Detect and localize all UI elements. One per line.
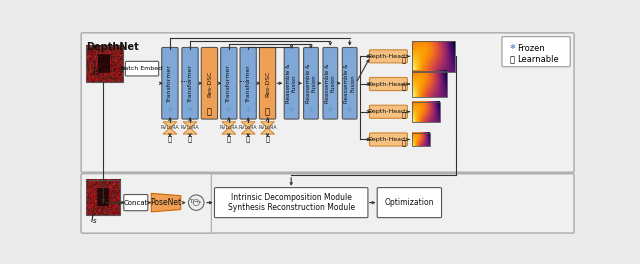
FancyBboxPatch shape	[303, 48, 318, 119]
Bar	[86, 180, 120, 215]
Text: DepthNet: DepthNet	[86, 42, 139, 52]
Text: RVLoRA: RVLoRA	[239, 125, 257, 130]
FancyBboxPatch shape	[342, 48, 357, 119]
Text: Frozen: Frozen	[517, 44, 545, 53]
FancyBboxPatch shape	[240, 48, 256, 119]
Text: 🔥: 🔥	[402, 84, 406, 91]
Text: 🔥: 🔥	[188, 135, 192, 142]
Circle shape	[189, 195, 204, 210]
Text: $I_s$: $I_s$	[90, 212, 99, 226]
Polygon shape	[222, 122, 236, 134]
Text: Learnable: Learnable	[517, 55, 559, 64]
Text: RVLoRA: RVLoRA	[161, 125, 179, 130]
FancyBboxPatch shape	[323, 48, 338, 119]
FancyBboxPatch shape	[124, 195, 148, 211]
Text: *: *	[308, 107, 314, 117]
Bar	[86, 46, 123, 82]
Text: Optimization: Optimization	[385, 198, 434, 207]
Text: Res-DSC: Res-DSC	[265, 70, 270, 97]
Polygon shape	[260, 122, 275, 134]
Text: Transformer: Transformer	[188, 64, 193, 102]
FancyBboxPatch shape	[259, 48, 276, 119]
Text: $T_{t{\to}s}$: $T_{t{\to}s}$	[189, 197, 203, 206]
Polygon shape	[241, 122, 255, 134]
Text: 🔥: 🔥	[246, 135, 250, 142]
Text: *: *	[188, 107, 193, 117]
Bar	[412, 102, 440, 122]
Text: RVLoRA: RVLoRA	[258, 125, 277, 130]
Text: Reassemble &
Fusion: Reassemble & Fusion	[305, 64, 316, 103]
Text: Concat: Concat	[124, 200, 148, 206]
Text: Depth-Head: Depth-Head	[367, 137, 405, 142]
Text: Res-DSC: Res-DSC	[207, 70, 212, 97]
Text: PoseNet: PoseNet	[150, 198, 182, 207]
Text: Reassemble &
Fusion: Reassemble & Fusion	[325, 64, 336, 103]
Text: 🔥: 🔥	[510, 55, 515, 64]
FancyBboxPatch shape	[81, 174, 211, 233]
Text: Intrinsic Decomposition Module
Synthesis Reconstruction Module: Intrinsic Decomposition Module Synthesis…	[228, 193, 355, 212]
FancyBboxPatch shape	[502, 37, 570, 67]
Text: *: *	[227, 107, 231, 117]
FancyBboxPatch shape	[202, 48, 218, 119]
FancyBboxPatch shape	[369, 50, 408, 63]
FancyBboxPatch shape	[125, 61, 159, 76]
FancyBboxPatch shape	[182, 48, 198, 119]
Text: 🔥: 🔥	[402, 111, 406, 118]
Text: RVLoRA: RVLoRA	[220, 125, 238, 130]
Text: 🔥: 🔥	[168, 135, 172, 142]
Text: Depth-Head: Depth-Head	[367, 82, 405, 87]
Text: Transformer: Transformer	[227, 64, 231, 102]
Text: Transformer: Transformer	[246, 64, 251, 102]
Text: Reassemble &
Fusion: Reassemble & Fusion	[286, 64, 297, 103]
FancyBboxPatch shape	[369, 133, 408, 146]
Text: Reassemble &
Fusion: Reassemble & Fusion	[344, 64, 355, 103]
FancyBboxPatch shape	[81, 174, 574, 233]
Text: ·····: ·····	[238, 79, 250, 86]
FancyBboxPatch shape	[284, 48, 299, 119]
Text: *: *	[289, 107, 294, 117]
Text: *: *	[168, 107, 172, 117]
Text: *: *	[328, 107, 333, 117]
Text: Patch Embed: Patch Embed	[122, 66, 163, 71]
FancyBboxPatch shape	[162, 48, 178, 119]
Text: 🔥: 🔥	[227, 135, 231, 142]
Text: *: *	[347, 107, 352, 117]
Text: RVLoRA: RVLoRA	[180, 125, 200, 130]
FancyBboxPatch shape	[81, 33, 574, 172]
Text: $I_t$: $I_t$	[92, 64, 99, 78]
Text: 🔥: 🔥	[402, 56, 406, 63]
Text: 🔥: 🔥	[207, 107, 212, 116]
Bar	[412, 133, 429, 147]
FancyBboxPatch shape	[377, 188, 442, 218]
Polygon shape	[163, 122, 177, 134]
Text: 🔥: 🔥	[402, 139, 406, 146]
Text: 🔥: 🔥	[265, 107, 270, 116]
Polygon shape	[183, 122, 197, 134]
Text: Transformer: Transformer	[168, 64, 172, 102]
FancyBboxPatch shape	[369, 78, 408, 91]
FancyBboxPatch shape	[221, 48, 237, 119]
Bar	[412, 71, 447, 97]
FancyBboxPatch shape	[369, 105, 408, 118]
Text: Depth-Head: Depth-Head	[367, 109, 405, 114]
Text: *: *	[246, 107, 251, 117]
Bar	[412, 41, 455, 72]
FancyBboxPatch shape	[214, 188, 368, 218]
Text: Depth-Head: Depth-Head	[367, 54, 405, 59]
Text: 🔥: 🔥	[266, 135, 269, 142]
Text: ·····: ·····	[179, 79, 191, 86]
Text: *: *	[509, 44, 515, 54]
Polygon shape	[151, 194, 180, 212]
